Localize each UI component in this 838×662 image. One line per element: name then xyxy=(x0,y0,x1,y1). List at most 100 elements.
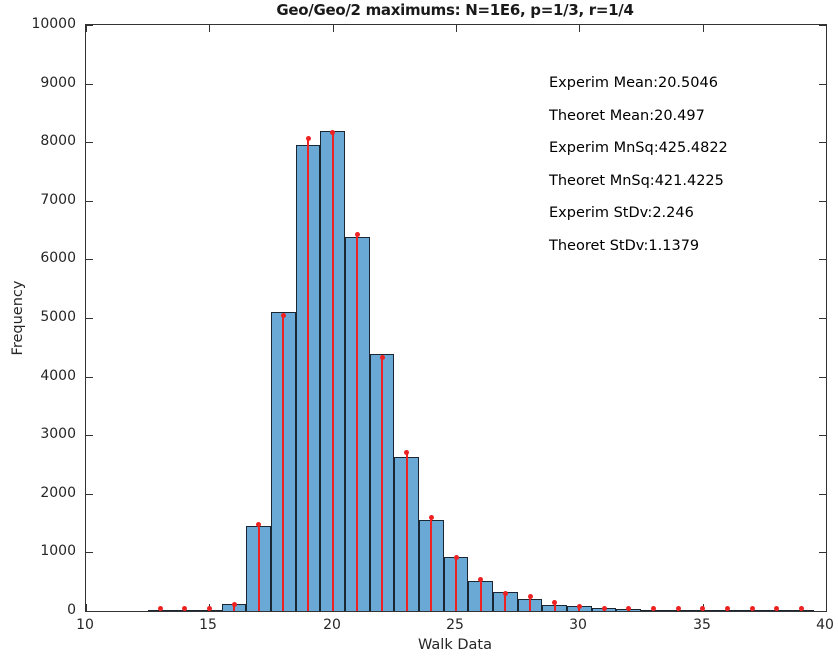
y-tick-label: 4000 xyxy=(40,368,76,384)
theoretical-stem-dot xyxy=(552,600,558,606)
y-tick-mark xyxy=(86,377,93,378)
theoretical-stem xyxy=(455,557,457,611)
theoretical-stem-dot xyxy=(256,522,262,528)
y-tick-mark xyxy=(86,552,93,553)
y-tick-mark xyxy=(86,435,93,436)
theoretical-stem-dot xyxy=(601,606,607,611)
stat-line-theoret-stdv: Theoret StDv:1.1379 xyxy=(549,237,700,254)
y-tick-label: 7000 xyxy=(40,192,76,208)
y-tick-label: 3000 xyxy=(40,426,76,442)
x-tick-mark-top xyxy=(826,25,827,32)
x-tick-label: 15 xyxy=(199,617,217,633)
theoretical-stem-dot xyxy=(379,354,385,360)
y-tick-label: 5000 xyxy=(40,309,76,325)
y-tick-mark-right xyxy=(819,377,826,378)
y-tick-label: 9000 xyxy=(40,75,76,91)
theoretical-stem-dot xyxy=(724,606,730,611)
x-tick-mark-top xyxy=(579,25,580,32)
theoretical-stem-dot xyxy=(231,601,237,607)
y-tick-mark-right xyxy=(819,259,826,260)
x-tick-mark-top xyxy=(333,25,334,32)
theoretical-stem-dot xyxy=(280,313,286,319)
theoretical-stem-dot xyxy=(305,136,311,142)
plot-area xyxy=(85,24,827,612)
theoretical-stem-dot xyxy=(478,577,484,583)
stat-line-experim-mean: Experim Mean:20.5046 xyxy=(549,75,718,91)
theoretical-stem-dot xyxy=(626,606,632,611)
theoretical-stem xyxy=(233,604,235,611)
theoretical-stem xyxy=(257,524,260,611)
y-tick-mark-right xyxy=(819,318,826,319)
x-axis-label: Walk Data xyxy=(418,637,492,653)
theoretical-stem-dot xyxy=(330,130,336,136)
x-tick-label: 20 xyxy=(323,617,341,633)
stat-line-theoret-mean: Theoret Mean:20.497 xyxy=(549,107,705,124)
theoretical-stem-dot xyxy=(206,606,212,611)
theoretical-stem-dot xyxy=(700,606,706,611)
y-tick-mark xyxy=(86,318,93,319)
x-tick-mark-top xyxy=(86,25,87,32)
theoretical-stem-dot xyxy=(527,593,533,599)
x-tick-mark-top xyxy=(703,25,704,32)
theoretical-stem xyxy=(430,517,433,611)
stats-annotation: Experim Mean:20.5046 Theoret Mean:20.497… xyxy=(549,67,728,263)
stat-line-theoret-mnsq: Theoret MnSq:421.4225 xyxy=(549,172,724,189)
theoretical-stem xyxy=(356,234,359,611)
y-tick-mark xyxy=(86,201,93,202)
theoretical-stem xyxy=(282,315,285,611)
theoretical-stem-dot xyxy=(576,604,582,610)
theoretical-stem-dot xyxy=(182,606,188,611)
theoretical-stem-dot xyxy=(404,450,410,456)
theoretical-stem-dot xyxy=(675,606,681,611)
y-tick-label: 1000 xyxy=(40,543,76,559)
theoretical-stem xyxy=(479,579,482,611)
theoretical-stem xyxy=(553,602,556,611)
theoretical-stem-dot xyxy=(798,606,804,611)
y-tick-mark-right xyxy=(819,25,826,26)
theoretical-stem xyxy=(405,452,408,611)
y-tick-label: 2000 xyxy=(40,485,76,501)
y-tick-mark xyxy=(86,611,93,612)
theoretical-stem-dot xyxy=(157,606,163,611)
y-tick-mark-right xyxy=(819,201,826,202)
theoretical-stem xyxy=(331,132,334,611)
y-tick-label: 6000 xyxy=(40,250,76,266)
x-tick-label: 40 xyxy=(816,617,834,633)
x-tick-mark xyxy=(826,604,827,611)
theoretical-stem-dot xyxy=(749,606,755,611)
y-tick-mark-right xyxy=(819,142,826,143)
theoretical-stem-dot xyxy=(650,606,656,611)
x-tick-mark-top xyxy=(209,25,210,32)
y-tick-mark xyxy=(86,259,93,260)
x-tick-label: 35 xyxy=(693,617,711,633)
x-tick-label: 30 xyxy=(569,617,587,633)
y-tick-mark xyxy=(86,25,93,26)
chart-title: Geo/Geo/2 maximums: N=1E6, p=1/3, r=1/4 xyxy=(276,1,634,19)
y-tick-mark-right xyxy=(819,552,826,553)
y-tick-mark xyxy=(86,494,93,495)
y-tick-label: 8000 xyxy=(40,133,76,149)
y-tick-label: 0 xyxy=(67,602,76,618)
y-tick-mark-right xyxy=(819,494,826,495)
theoretical-stem xyxy=(529,596,531,611)
x-tick-label: 25 xyxy=(446,617,464,633)
y-tick-mark xyxy=(86,142,93,143)
theoretical-stem-dot xyxy=(453,554,459,560)
theoretical-stem-dot xyxy=(502,590,508,596)
theoretical-stem-dot xyxy=(774,606,780,611)
y-tick-label: 10000 xyxy=(31,16,76,32)
y-tick-mark-right xyxy=(819,84,826,85)
theoretical-stem-dot xyxy=(354,232,360,238)
y-tick-mark-right xyxy=(819,611,826,612)
y-tick-mark xyxy=(86,84,93,85)
x-tick-mark xyxy=(86,604,87,611)
theoretical-stem-dot xyxy=(428,515,434,521)
theoretical-stem xyxy=(504,593,507,611)
stat-line-experim-mnsq: Experim MnSq:425.4822 xyxy=(549,140,728,157)
stat-line-experim-stdv: Experim StDv:2.246 xyxy=(549,205,694,222)
x-tick-mark-top xyxy=(456,25,457,32)
theoretical-stem xyxy=(381,357,383,611)
x-tick-label: 10 xyxy=(76,617,94,633)
theoretical-stem xyxy=(307,138,309,611)
